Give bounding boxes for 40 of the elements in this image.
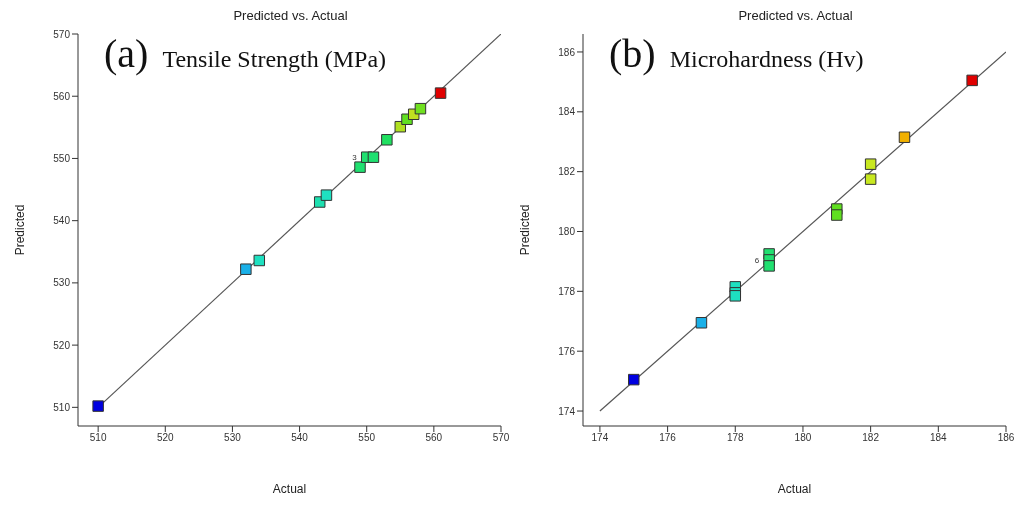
y-tick-label: 174 xyxy=(558,405,576,417)
x-tick-label: 178 xyxy=(726,432,745,444)
y-axis-title: Predicted xyxy=(518,204,533,256)
y-tick-label: 180 xyxy=(558,226,576,238)
annotation: (a) xyxy=(104,30,149,77)
x-tick-label: 186 xyxy=(997,432,1015,444)
annotation: Microhardness (Hv) xyxy=(669,46,864,73)
x-tick-label: 550 xyxy=(358,432,376,444)
chart-title: Predicted vs. Actual xyxy=(232,8,349,25)
y-tick-label: 540 xyxy=(53,215,71,227)
y-axis-title: Predicted xyxy=(13,204,28,256)
x-tick-label: 176 xyxy=(659,432,677,444)
y-tick-label: 186 xyxy=(558,46,576,58)
x-axis-title: Actual xyxy=(777,481,812,496)
x-tick-label: 184 xyxy=(929,432,948,444)
x-tick-label: 174 xyxy=(591,432,609,444)
x-tick-label: 540 xyxy=(291,432,309,444)
y-tick-label: 530 xyxy=(53,277,71,289)
x-tick-label: 180 xyxy=(794,432,812,444)
y-tick-label: 520 xyxy=(53,339,71,351)
annotation: (b) xyxy=(609,30,656,77)
x-tick-label: 510 xyxy=(89,432,107,444)
x-tick-label: 520 xyxy=(156,432,175,444)
y-tick-label: 510 xyxy=(53,401,71,413)
chart-title: Predicted vs. Actual xyxy=(737,8,854,25)
y-tick-label: 176 xyxy=(558,345,576,357)
y-tick-label: 570 xyxy=(53,28,71,40)
annotation: 3 xyxy=(352,153,358,163)
x-tick-label: 182 xyxy=(862,432,880,444)
x-tick-label: 560 xyxy=(425,432,443,444)
y-tick-label: 178 xyxy=(558,285,576,297)
x-axis-title: Actual xyxy=(272,481,307,496)
y-tick-label: 182 xyxy=(558,166,576,178)
y-tick-label: 560 xyxy=(53,90,71,102)
annotation: 6 xyxy=(754,255,760,265)
y-tick-label: 550 xyxy=(53,152,71,164)
x-tick-label: 570 xyxy=(492,432,510,444)
y-tick-label: 184 xyxy=(558,106,576,118)
annotation: Tensile Strength (MPa) xyxy=(162,46,387,73)
x-tick-label: 530 xyxy=(224,432,242,444)
